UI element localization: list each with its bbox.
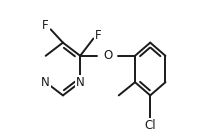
Text: O: O: [102, 49, 112, 62]
Text: N: N: [41, 76, 50, 89]
Text: F: F: [95, 29, 101, 42]
Text: Cl: Cl: [144, 119, 155, 132]
Text: F: F: [42, 19, 49, 32]
Text: N: N: [75, 76, 84, 89]
